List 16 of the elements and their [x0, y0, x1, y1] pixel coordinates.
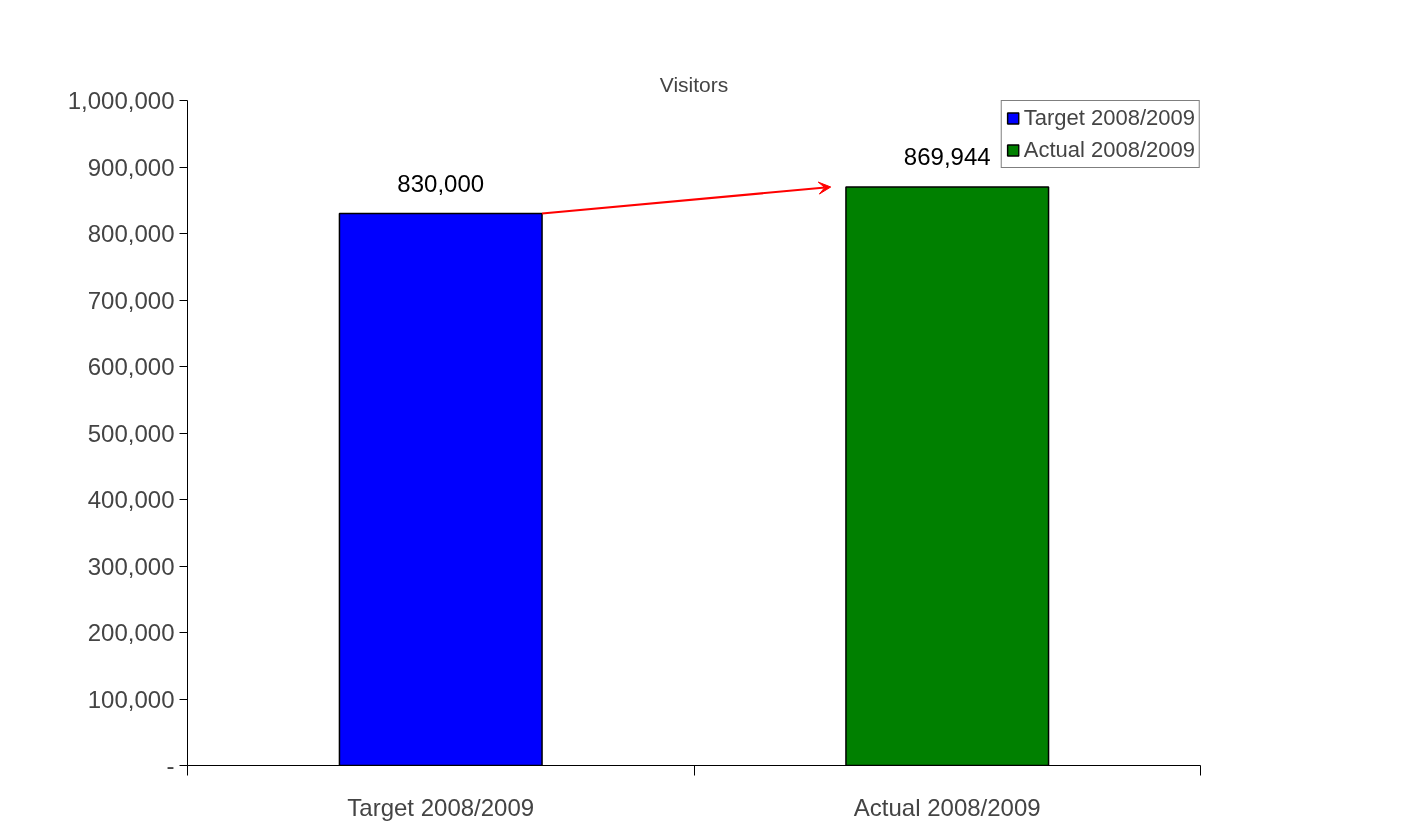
y-tick-label: 400,000	[87, 486, 175, 513]
y-tick-label: -	[166, 752, 175, 779]
y-tick-label: 1,000,000	[67, 87, 175, 114]
legend-label: Target 2008/2009	[1023, 105, 1195, 131]
y-tick-label: 900,000	[87, 153, 175, 181]
chart-title: Visitors	[659, 72, 729, 96]
data-label: 830,000	[397, 169, 485, 197]
y-tick-label: 600,000	[87, 353, 175, 380]
y-tick-label: 300,000	[87, 552, 175, 580]
data-label: 869,944	[903, 142, 991, 170]
y-tick-label: 500,000	[87, 419, 175, 447]
y-tick-label: 800,000	[87, 220, 175, 247]
legend-label: Actual 2008/2009	[1023, 137, 1195, 163]
y-tick-label: 200,000	[87, 619, 175, 646]
y-tick-label: 100,000	[87, 685, 175, 713]
y-tick-label: 700,000	[87, 286, 175, 314]
